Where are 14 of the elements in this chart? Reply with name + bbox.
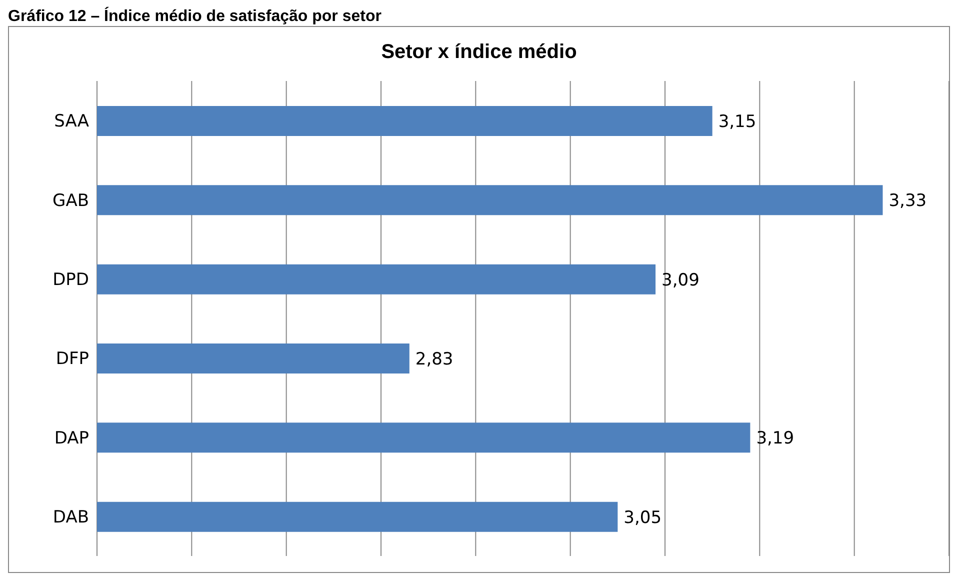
- y-tick-label: DAB: [52, 507, 89, 528]
- y-tick-label: GAB: [52, 190, 89, 211]
- y-tick-label: SAA: [54, 112, 90, 132]
- text: Gráfico 12 – Índice médio de satisfação por setor: [8, 8, 382, 26]
- data-label: 3,05: [624, 508, 662, 528]
- y-tick-label: DFP: [56, 349, 89, 370]
- chart-title: Setor x índice médio: [380, 41, 578, 65]
- data-label: 2,83: [415, 350, 454, 370]
- data-label: 3,15: [718, 112, 756, 132]
- data-label: 3,19: [756, 428, 794, 449]
- data-label: 3,33: [888, 191, 927, 212]
- y-tick-label: DPD: [52, 270, 89, 290]
- data-label: 3,09: [662, 270, 700, 290]
- y-tick-label: DAP: [54, 428, 89, 448]
